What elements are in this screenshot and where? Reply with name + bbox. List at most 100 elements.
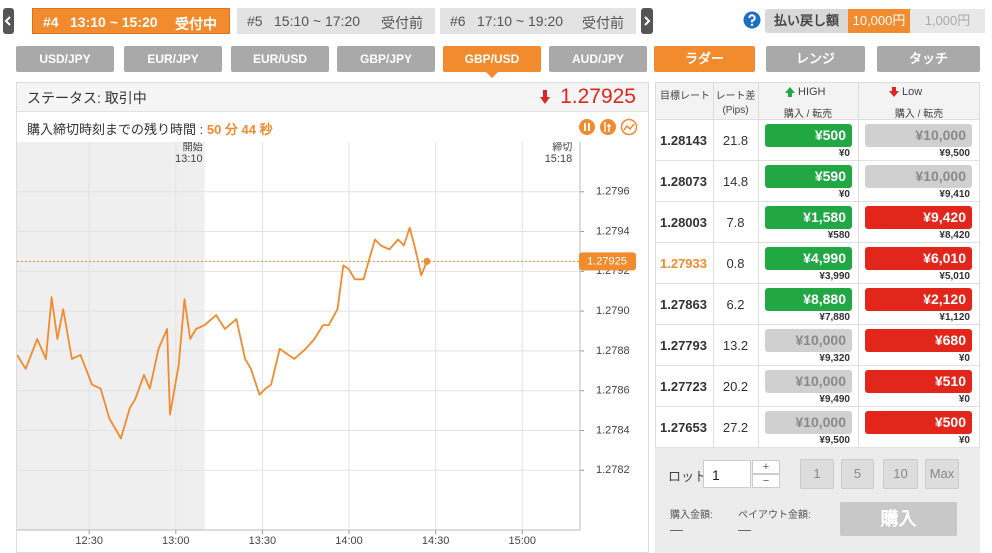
pair-button[interactable]: USD/JPY — [16, 46, 114, 72]
session-tab[interactable]: #5 15:10 ~ 17:20 受付前 — [237, 8, 435, 34]
high-resale: ¥7,880 — [819, 312, 850, 323]
lot-button[interactable]: 5 — [841, 459, 874, 489]
session-tab[interactable]: #6 17:10 ~ 19:20 受付前 — [440, 8, 636, 34]
pair-button[interactable]: GBP/JPY — [337, 46, 435, 72]
tab-number: #6 — [450, 13, 466, 29]
row-divider — [656, 406, 979, 407]
amount-label: 購入金額: — [670, 510, 713, 521]
target-rate: 1.27723 — [660, 379, 707, 394]
last-point — [423, 257, 431, 265]
header-diff-unit: (Pips) — [722, 105, 749, 116]
low-button[interactable]: ¥9,420 — [865, 206, 972, 229]
next-button[interactable] — [641, 8, 653, 34]
remaining-value: 50 分 44 秒 — [206, 122, 273, 137]
chevron — [644, 16, 651, 26]
row-divider — [656, 447, 979, 448]
lot-label: ロット — [668, 469, 708, 484]
mode-tab[interactable]: タッチ — [877, 46, 980, 72]
low-button[interactable]: ¥2,120 — [865, 288, 972, 311]
lot-button[interactable]: Max — [925, 459, 959, 489]
column-divider — [758, 83, 759, 447]
price-chart: 1.27821.27841.27861.27881.27901.27921.27… — [17, 142, 636, 547]
tab-number: #4 — [43, 14, 59, 30]
remaining-time: 購入締切時刻までの残り時間 : 50 分 44 秒 — [27, 119, 273, 138]
tab-status: 受付前 — [381, 15, 423, 31]
high-button[interactable]: ¥500 — [765, 124, 852, 147]
prev-button[interactable] — [3, 8, 14, 34]
rate-diff: 0.8 — [726, 256, 745, 271]
lot-input[interactable]: 1 — [703, 460, 751, 488]
tab-time: 13:10 ~ 15:20 — [70, 14, 158, 30]
y-tick-label: 1.2788 — [596, 345, 630, 357]
high-resale: ¥9,320 — [819, 353, 850, 364]
low-resale: ¥1,120 — [939, 312, 970, 323]
mode-tab[interactable]: ラダー — [654, 46, 755, 72]
pair-button[interactable]: AUD/JPY — [549, 46, 647, 72]
session-tab[interactable]: #4 13:10 ~ 15:20 受付中 — [32, 8, 230, 34]
rate-diff: 27.2 — [722, 420, 749, 435]
header-low-sub: 購入 / 転売 — [894, 109, 944, 120]
low-button[interactable]: ¥510 — [865, 370, 972, 393]
high-resale: ¥0 — [838, 148, 850, 159]
high-resale: ¥3,990 — [819, 271, 850, 282]
high-button[interactable]: ¥1,580 — [765, 206, 852, 229]
high-button[interactable]: ¥590 — [765, 165, 852, 188]
rate-diff: 20.2 — [722, 379, 749, 394]
marker-label: 締切 — [552, 142, 572, 154]
column-divider — [858, 83, 859, 447]
chart-tools[interactable] — [578, 118, 640, 136]
low-button[interactable]: ¥10,000 — [865, 165, 972, 188]
high-button[interactable]: ¥10,000 — [765, 329, 852, 352]
header-high: HIGH — [798, 86, 826, 98]
x-tick-label: 13:00 — [162, 535, 190, 547]
high-button[interactable]: ¥10,000 — [765, 370, 852, 393]
help-icon[interactable] — [743, 11, 761, 29]
payout-option[interactable]: 10,000円 — [848, 9, 910, 33]
payout-option[interactable]: 1,000円 — [910, 9, 985, 33]
high-resale: ¥580 — [827, 230, 850, 241]
lot-button[interactable]: 1 — [800, 459, 834, 489]
high-button[interactable]: ¥8,880 — [765, 288, 852, 311]
payout-amount-value: — — [738, 522, 751, 537]
mode-tab[interactable]: レンジ — [766, 46, 865, 72]
x-tick-label: 12:30 — [75, 535, 103, 547]
status-text: ステータス: 取引中 — [27, 90, 147, 106]
y-tick-label: 1.2794 — [596, 225, 630, 237]
y-tick-label: 1.2796 — [596, 186, 630, 198]
low-button[interactable]: ¥10,000 — [865, 124, 972, 147]
target-rate: 1.27863 — [660, 297, 707, 312]
low-button[interactable]: ¥680 — [865, 329, 972, 352]
low-resale: ¥0 — [958, 435, 970, 446]
header-low: Low — [902, 86, 923, 98]
rate-diff: 21.8 — [722, 133, 749, 148]
current-price-label: 1.27925 — [587, 255, 627, 267]
rate-diff: 7.8 — [726, 215, 745, 230]
pair-button[interactable]: EUR/JPY — [124, 46, 222, 72]
header-high-sub: 購入 / 転売 — [783, 109, 833, 120]
low-resale: ¥0 — [958, 394, 970, 405]
lot-plus[interactable]: + — [752, 460, 780, 474]
high-resale: ¥9,500 — [819, 435, 850, 446]
lot-button[interactable]: 10 — [883, 459, 918, 489]
low-button[interactable]: ¥500 — [865, 411, 972, 434]
row-divider — [656, 242, 979, 243]
ladder-header — [656, 83, 979, 120]
target-rate: 1.27653 — [660, 420, 707, 435]
high-button[interactable]: ¥10,000 — [765, 411, 852, 434]
pair-button[interactable]: GBP/USD — [443, 46, 541, 72]
x-tick-label: 15:00 — [508, 535, 536, 547]
price-line — [17, 226, 428, 440]
header-diff: レート差 — [715, 91, 756, 102]
buy-button[interactable]: 購入 — [840, 502, 957, 536]
low-resale: ¥8,420 — [939, 230, 970, 241]
pair-button[interactable]: EUR/USD — [231, 46, 329, 72]
lot-minus[interactable]: − — [752, 474, 780, 488]
high-button[interactable]: ¥4,990 — [765, 247, 852, 270]
low-button[interactable]: ¥6,010 — [865, 247, 972, 270]
target-rate: 1.28003 — [660, 215, 707, 230]
down-arrow-icon — [889, 87, 899, 97]
marker-time: 15:18 — [545, 153, 573, 165]
rate-diff: 14.8 — [722, 174, 749, 189]
tab-status: 受付中 — [175, 16, 217, 32]
